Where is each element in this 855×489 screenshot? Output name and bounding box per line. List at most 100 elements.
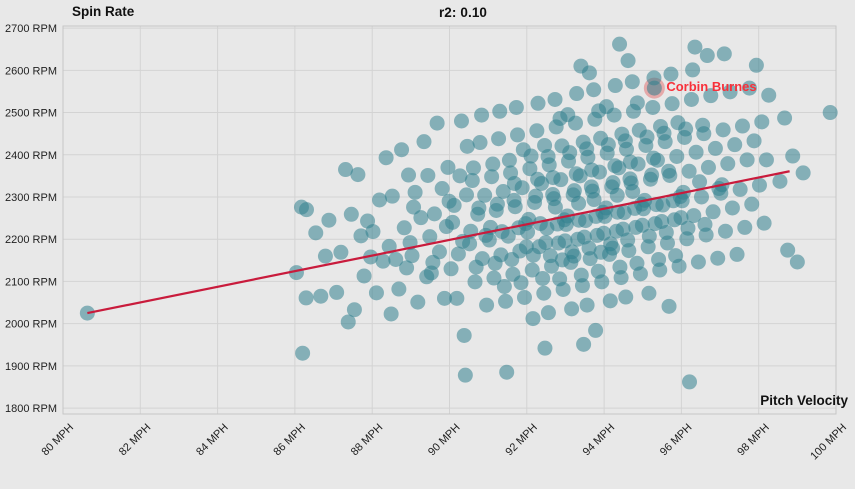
data-point[interactable] <box>368 285 384 301</box>
data-point[interactable] <box>620 53 636 69</box>
data-point[interactable] <box>699 48 715 64</box>
data-point[interactable] <box>406 199 422 215</box>
data-point[interactable] <box>429 115 445 131</box>
data-point[interactable] <box>530 171 546 187</box>
data-point[interactable] <box>346 302 362 318</box>
data-point[interactable] <box>683 91 699 107</box>
data-point[interactable] <box>472 135 488 151</box>
data-point[interactable] <box>501 152 517 168</box>
data-point[interactable] <box>622 154 638 170</box>
data-point[interactable] <box>571 195 587 211</box>
data-point[interactable] <box>436 290 452 306</box>
data-point[interactable] <box>508 99 524 115</box>
data-point[interactable] <box>520 224 536 240</box>
data-point[interactable] <box>586 82 602 98</box>
data-point[interactable] <box>499 364 515 380</box>
data-point[interactable] <box>540 305 556 321</box>
data-point[interactable] <box>692 174 708 190</box>
data-point[interactable] <box>822 105 838 121</box>
data-point[interactable] <box>618 289 634 305</box>
data-point[interactable] <box>353 228 369 244</box>
data-point[interactable] <box>639 129 655 145</box>
data-point[interactable] <box>413 210 429 226</box>
data-point[interactable] <box>356 268 372 284</box>
data-point[interactable] <box>338 162 354 178</box>
data-point[interactable] <box>416 134 432 150</box>
data-point[interactable] <box>491 131 507 147</box>
data-point[interactable] <box>399 260 415 276</box>
data-point[interactable] <box>612 36 628 52</box>
data-point[interactable] <box>629 255 645 271</box>
data-point[interactable] <box>396 220 412 236</box>
data-point[interactable] <box>536 285 552 301</box>
data-point[interactable] <box>467 274 483 290</box>
data-point[interactable] <box>516 289 532 305</box>
data-point[interactable] <box>479 297 495 313</box>
data-point[interactable] <box>605 240 621 256</box>
data-point[interactable] <box>443 261 459 277</box>
data-point[interactable] <box>407 184 423 200</box>
data-point[interactable] <box>375 253 391 269</box>
data-point[interactable] <box>547 91 563 107</box>
data-point[interactable] <box>498 293 514 309</box>
data-point[interactable] <box>477 187 493 203</box>
data-point[interactable] <box>579 141 595 157</box>
data-point[interactable] <box>401 167 417 183</box>
data-point[interactable] <box>560 107 576 123</box>
data-point[interactable] <box>530 95 546 111</box>
data-point[interactable] <box>693 189 709 205</box>
data-point[interactable] <box>687 39 703 55</box>
data-point[interactable] <box>744 196 760 212</box>
data-point[interactable] <box>500 228 516 244</box>
data-point[interactable] <box>340 314 356 330</box>
data-point[interactable] <box>777 110 793 126</box>
data-point[interactable] <box>685 62 701 78</box>
data-point[interactable] <box>612 259 628 275</box>
data-point[interactable] <box>598 99 614 115</box>
data-point[interactable] <box>317 248 333 264</box>
data-point[interactable] <box>410 294 426 310</box>
data-point[interactable] <box>529 123 545 139</box>
data-point[interactable] <box>504 251 520 267</box>
data-point[interactable] <box>576 336 592 352</box>
data-point[interactable] <box>513 275 529 291</box>
data-point[interactable] <box>729 246 745 262</box>
data-point[interactable] <box>658 224 674 240</box>
data-point[interactable] <box>343 206 359 222</box>
data-point[interactable] <box>542 248 558 264</box>
data-point[interactable] <box>700 159 716 175</box>
data-point[interactable] <box>664 96 680 112</box>
data-point[interactable] <box>562 145 578 161</box>
data-point[interactable] <box>383 306 399 322</box>
data-point[interactable] <box>772 173 788 189</box>
data-point[interactable] <box>641 228 657 244</box>
data-point[interactable] <box>780 242 796 258</box>
data-point[interactable] <box>761 87 777 103</box>
data-point[interactable] <box>588 322 604 338</box>
data-point[interactable] <box>525 311 541 327</box>
data-point[interactable] <box>795 165 811 181</box>
data-point[interactable] <box>453 113 469 129</box>
data-point[interactable] <box>705 204 721 220</box>
data-point[interactable] <box>680 220 696 236</box>
annotated-data-point[interactable] <box>646 80 662 96</box>
data-point[interactable] <box>489 196 505 212</box>
data-point[interactable] <box>581 240 597 256</box>
data-point[interactable] <box>495 184 511 200</box>
data-point[interactable] <box>609 187 625 203</box>
data-point[interactable] <box>716 46 732 62</box>
data-point[interactable] <box>547 199 563 215</box>
data-point[interactable] <box>686 208 702 224</box>
data-point[interactable] <box>422 229 438 245</box>
data-point[interactable] <box>720 156 736 172</box>
data-point[interactable] <box>459 187 475 203</box>
data-point[interactable] <box>583 179 599 195</box>
data-point[interactable] <box>434 181 450 197</box>
data-point[interactable] <box>465 160 481 176</box>
data-point[interactable] <box>605 175 621 191</box>
data-point[interactable] <box>600 137 616 153</box>
data-point[interactable] <box>629 95 645 111</box>
data-point[interactable] <box>646 150 662 166</box>
data-point[interactable] <box>703 88 719 104</box>
data-point[interactable] <box>681 163 697 179</box>
